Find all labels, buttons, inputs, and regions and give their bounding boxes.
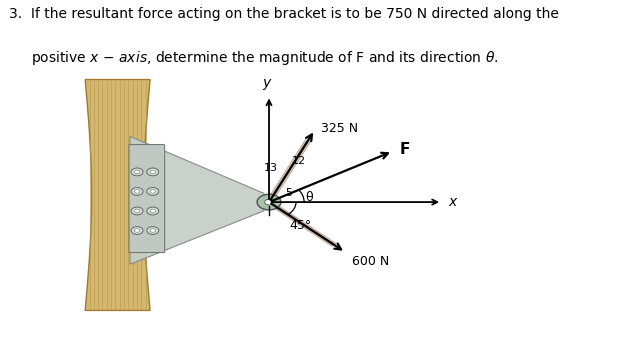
Text: 5: 5: [286, 188, 293, 198]
Text: 3.  If the resultant force acting on the bracket is to be 750 N directed along t: 3. If the resultant force acting on the …: [9, 7, 559, 21]
Circle shape: [135, 190, 140, 193]
Circle shape: [131, 207, 143, 215]
Polygon shape: [130, 136, 269, 264]
Circle shape: [131, 227, 143, 234]
Text: x: x: [448, 195, 457, 209]
Circle shape: [135, 209, 140, 213]
Circle shape: [150, 170, 156, 174]
Circle shape: [150, 209, 156, 213]
Text: 600 N: 600 N: [352, 255, 389, 268]
Text: F: F: [399, 142, 410, 157]
Text: 325 N: 325 N: [321, 122, 358, 135]
Polygon shape: [85, 79, 150, 310]
FancyBboxPatch shape: [129, 145, 165, 252]
Text: 45°: 45°: [290, 219, 311, 232]
Circle shape: [147, 227, 159, 234]
Text: 12: 12: [292, 156, 306, 166]
Circle shape: [147, 188, 159, 195]
Circle shape: [150, 229, 156, 232]
Circle shape: [135, 170, 140, 174]
Circle shape: [135, 229, 140, 232]
Text: positive $x$ $-$ $\it{axis}$, determine the magnitude of F and its direction $\t: positive $x$ $-$ $\it{axis}$, determine …: [31, 49, 498, 67]
Circle shape: [147, 207, 159, 215]
Circle shape: [131, 168, 143, 176]
Circle shape: [131, 188, 143, 195]
Circle shape: [147, 168, 159, 176]
Text: θ: θ: [306, 191, 313, 204]
Circle shape: [150, 190, 156, 193]
Text: y: y: [262, 76, 270, 90]
Circle shape: [257, 194, 281, 210]
Circle shape: [265, 199, 273, 205]
Text: 13: 13: [264, 163, 278, 173]
